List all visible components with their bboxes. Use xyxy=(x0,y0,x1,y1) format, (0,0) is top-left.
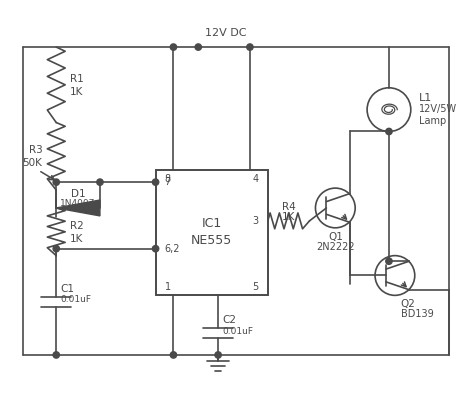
Text: 4: 4 xyxy=(253,174,259,184)
Text: C1: C1 xyxy=(60,284,74,294)
Text: 12V/5W: 12V/5W xyxy=(419,104,457,114)
Circle shape xyxy=(53,179,59,185)
Circle shape xyxy=(97,179,103,185)
Circle shape xyxy=(195,44,201,50)
Text: Q1: Q1 xyxy=(328,232,343,242)
Text: IC1: IC1 xyxy=(201,217,222,230)
Text: R2: R2 xyxy=(70,221,84,231)
Circle shape xyxy=(152,246,159,252)
Bar xyxy=(155,170,268,295)
Text: 1K: 1K xyxy=(70,87,83,97)
Text: 12V DC: 12V DC xyxy=(205,28,247,38)
Text: 8: 8 xyxy=(164,174,171,184)
Text: Q2: Q2 xyxy=(401,299,416,309)
Circle shape xyxy=(247,44,253,50)
Text: NE555: NE555 xyxy=(191,234,232,247)
Text: 1: 1 xyxy=(164,282,171,292)
Text: 7: 7 xyxy=(164,177,171,187)
Circle shape xyxy=(53,352,59,358)
Text: C2: C2 xyxy=(222,315,236,325)
Text: R4: R4 xyxy=(282,202,295,212)
Text: 3: 3 xyxy=(253,216,259,226)
Circle shape xyxy=(215,352,221,358)
Text: 2N2222: 2N2222 xyxy=(316,242,355,252)
Text: Lamp: Lamp xyxy=(419,116,446,126)
Text: 1K: 1K xyxy=(282,212,295,222)
Text: 1N4007: 1N4007 xyxy=(60,200,96,208)
Text: BD139: BD139 xyxy=(401,309,434,319)
Circle shape xyxy=(152,179,159,185)
Text: 0.01uF: 0.01uF xyxy=(60,295,91,304)
Polygon shape xyxy=(56,200,100,216)
Circle shape xyxy=(386,128,392,135)
Text: R3: R3 xyxy=(28,145,42,156)
Circle shape xyxy=(386,258,392,264)
Text: 6,2: 6,2 xyxy=(164,244,180,254)
Text: L1: L1 xyxy=(419,93,432,103)
Text: 1K: 1K xyxy=(70,234,83,244)
Circle shape xyxy=(170,44,177,50)
Text: 5: 5 xyxy=(253,282,259,292)
Circle shape xyxy=(53,246,59,252)
Text: R1: R1 xyxy=(70,74,84,84)
Text: 50K: 50K xyxy=(22,158,42,168)
Circle shape xyxy=(170,352,177,358)
Text: D1: D1 xyxy=(71,189,85,199)
Text: 0.01uF: 0.01uF xyxy=(222,326,253,336)
